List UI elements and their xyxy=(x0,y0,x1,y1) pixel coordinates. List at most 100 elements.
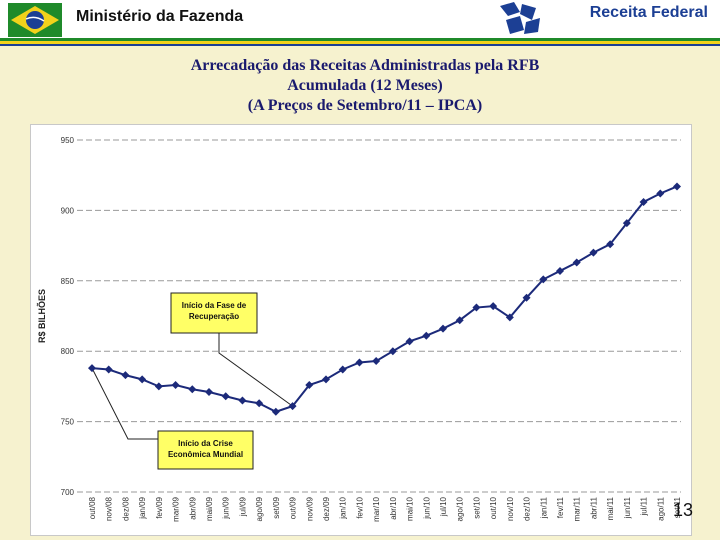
brazil-flag-icon xyxy=(8,3,62,37)
data-point xyxy=(539,275,548,284)
annotation-text: Econômica Mundial xyxy=(168,450,243,459)
chart-title-line-2: Acumulada (12 Meses) xyxy=(287,77,443,94)
data-point xyxy=(405,337,414,346)
header-stripe-green xyxy=(0,38,720,41)
y-tick-label: 750 xyxy=(61,418,75,427)
x-tick-label: jan/11 xyxy=(539,496,548,519)
x-tick-label: jul/10 xyxy=(439,496,448,517)
x-tick-label: ago/09 xyxy=(255,496,264,521)
data-point xyxy=(556,266,564,275)
x-tick-label: jun/11 xyxy=(623,496,632,519)
header-bar xyxy=(0,0,720,38)
x-tick-label: abr/11 xyxy=(589,496,598,519)
x-tick-label: jun/10 xyxy=(422,496,431,519)
data-point xyxy=(104,365,113,374)
x-tick-label: out/08 xyxy=(88,496,97,519)
annotation-leader-line xyxy=(218,333,293,407)
data-point xyxy=(622,219,631,228)
x-tick-label: mar/10 xyxy=(372,496,381,521)
y-tick-label: 900 xyxy=(61,206,75,215)
x-tick-label: mar/11 xyxy=(573,496,582,521)
x-tick-label: mar/09 xyxy=(172,496,181,521)
x-tick-label: ago/11 xyxy=(656,496,665,520)
receita-federal-logo-icon xyxy=(500,2,540,34)
x-tick-label: fev/09 xyxy=(155,496,164,518)
data-point xyxy=(238,396,247,405)
x-tick-label: fev/10 xyxy=(355,496,364,518)
x-tick-label: set/11 xyxy=(673,496,682,518)
data-point xyxy=(673,182,681,191)
x-tick-label: nov/09 xyxy=(305,496,314,521)
data-point xyxy=(271,407,280,416)
x-tick-label: jan/09 xyxy=(138,496,147,519)
x-tick-label: dez/09 xyxy=(322,496,331,521)
data-point xyxy=(221,392,230,401)
data-point xyxy=(472,303,481,312)
data-point xyxy=(322,375,330,384)
y-tick-label: 850 xyxy=(61,277,75,286)
chart-title-line-1: Arrecadação das Receitas Administradas p… xyxy=(190,57,540,74)
data-point xyxy=(439,324,447,333)
x-tick-label: jan/10 xyxy=(339,496,348,519)
y-axis-label: R$ BILHÕES xyxy=(37,289,47,343)
data-point xyxy=(656,189,665,198)
data-point xyxy=(338,365,347,374)
annotation-box xyxy=(170,292,258,334)
data-point xyxy=(138,375,147,384)
x-tick-label: mai/11 xyxy=(606,496,615,520)
chart-title-line-3: (A Preços de Setembro/11 – IPCA) xyxy=(247,97,483,114)
agency-name: Receita Federal xyxy=(589,4,708,21)
chart-title: Arrecadação das Receitas Administradas p… xyxy=(40,56,690,116)
x-tick-label: jul/11 xyxy=(640,496,649,516)
x-tick-label: set/10 xyxy=(472,496,481,518)
y-tick-label: 700 xyxy=(61,488,75,497)
x-tick-label: mai/10 xyxy=(406,496,415,521)
x-tick-label: out/10 xyxy=(489,496,498,519)
data-point xyxy=(589,248,598,257)
y-tick-label: 800 xyxy=(61,347,75,356)
ministry-name: Ministério da Fazenda xyxy=(76,8,244,25)
annotation-leader-line xyxy=(91,367,158,440)
annotation-text: Início da Fase de xyxy=(182,301,247,310)
x-tick-label: out/09 xyxy=(289,496,298,519)
page-number: 13 xyxy=(673,500,694,520)
chart-area: 700 750 800 850 900 950 R$ BILHÕES out/08 nov/08… xyxy=(30,124,692,536)
data-point xyxy=(305,380,314,389)
data-point xyxy=(606,240,615,249)
annotation-box xyxy=(157,430,254,470)
x-tick-label: ago/10 xyxy=(456,496,465,521)
x-tick-label: jun/09 xyxy=(222,496,231,519)
x-tick-label: mai/09 xyxy=(205,496,214,521)
x-tick-label: dez/10 xyxy=(523,496,532,521)
data-point xyxy=(422,331,431,340)
annotation-text: Início da Crise xyxy=(178,439,233,448)
line-chart: 700 750 800 850 900 950 R$ BILHÕES out/08 nov/08… xyxy=(37,136,682,522)
header-stripe-yellow xyxy=(0,41,720,44)
annotation-text: Recuperação xyxy=(189,312,239,321)
y-tick-label: 950 xyxy=(61,136,75,145)
data-point xyxy=(205,388,213,397)
data-point xyxy=(639,197,648,206)
data-point xyxy=(505,313,514,322)
x-tick-label: nov/10 xyxy=(506,496,515,521)
data-point xyxy=(455,316,464,325)
data-point xyxy=(572,258,581,267)
x-tick-label: abr/10 xyxy=(389,496,398,519)
x-tick-label: set/09 xyxy=(272,496,281,518)
data-point xyxy=(154,382,163,391)
x-tick-label: nov/08 xyxy=(105,496,114,521)
data-point xyxy=(489,302,498,311)
x-tick-label: abr/09 xyxy=(188,496,197,519)
x-tick-label: fev/11 xyxy=(556,496,565,518)
data-point xyxy=(355,358,364,367)
data-point xyxy=(188,385,197,394)
data-point xyxy=(522,293,531,302)
data-point xyxy=(171,380,180,389)
data-point xyxy=(255,399,264,408)
data-point xyxy=(372,357,381,366)
data-point xyxy=(121,371,130,380)
x-tick-label: dez/08 xyxy=(121,496,130,521)
x-tick-label: jul/09 xyxy=(238,496,247,517)
header-stripe-blue xyxy=(0,44,720,46)
data-point xyxy=(288,402,297,411)
